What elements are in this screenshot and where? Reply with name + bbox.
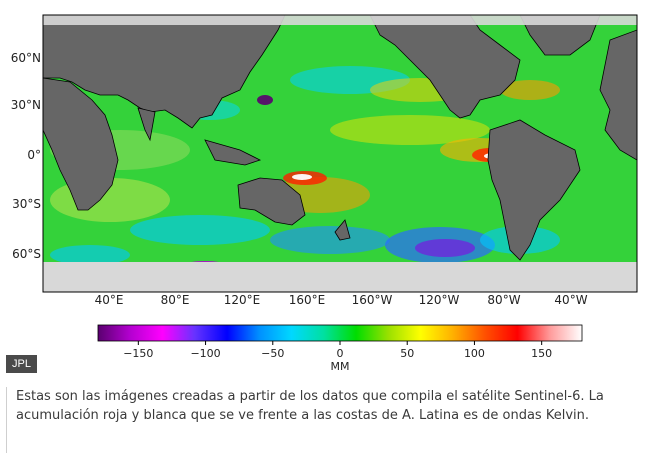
colorbar-tick-label: −150	[123, 347, 153, 360]
sea-level-map	[43, 15, 637, 292]
latitude-label: 30°N	[11, 98, 41, 112]
colorbar-tick-label: 100	[464, 347, 485, 360]
colorbar-tick-label: 150	[531, 347, 552, 360]
longitude-label: 40°E	[95, 293, 124, 307]
longitude-label: 40°W	[554, 293, 587, 307]
longitude-labels: 40°E 80°E 120°E 160°E 160°W 120°W 80°W 40°W	[95, 293, 588, 307]
colorbar-gradient	[97, 324, 583, 342]
longitude-label: 80°W	[487, 293, 520, 307]
colorbar-tick-label: 50	[400, 347, 414, 360]
colorbar-ticks: −150 −100 −50 0 50 100 150	[123, 341, 552, 360]
colorbar-tick-label: −100	[190, 347, 220, 360]
sea-level-figure: 60°N 30°N 0° 30°S 60°S 40°E 80°E 120°E 160°E 160…	[10, 14, 638, 373]
longitude-label: 80°E	[161, 293, 190, 307]
latitude-label: 0°	[27, 148, 41, 162]
arctic-land	[43, 15, 637, 25]
longitude-label: 120°W	[419, 293, 460, 307]
colorbar: −150 −100 −50 0 50 100 150 MM	[97, 324, 583, 373]
colorbar-tick-label: 0	[337, 347, 344, 360]
latitude-label: 60°N	[11, 51, 41, 65]
latitude-label: 30°S	[12, 197, 41, 211]
antarctica-land	[43, 262, 637, 292]
caption-text: Estas son las imágenes creadas a partir …	[6, 387, 652, 453]
longitude-label: 160°E	[289, 293, 326, 307]
colorbar-unit: MM	[331, 360, 350, 373]
longitude-label: 160°W	[352, 293, 393, 307]
map-frame	[42, 14, 638, 293]
photo-credit: JPL	[6, 355, 37, 373]
latitude-labels: 60°N 30°N 0° 30°S 60°S	[11, 51, 41, 261]
colorbar-tick-label: −50	[261, 347, 284, 360]
longitude-label: 120°E	[224, 293, 261, 307]
latitude-label: 60°S	[12, 247, 41, 261]
